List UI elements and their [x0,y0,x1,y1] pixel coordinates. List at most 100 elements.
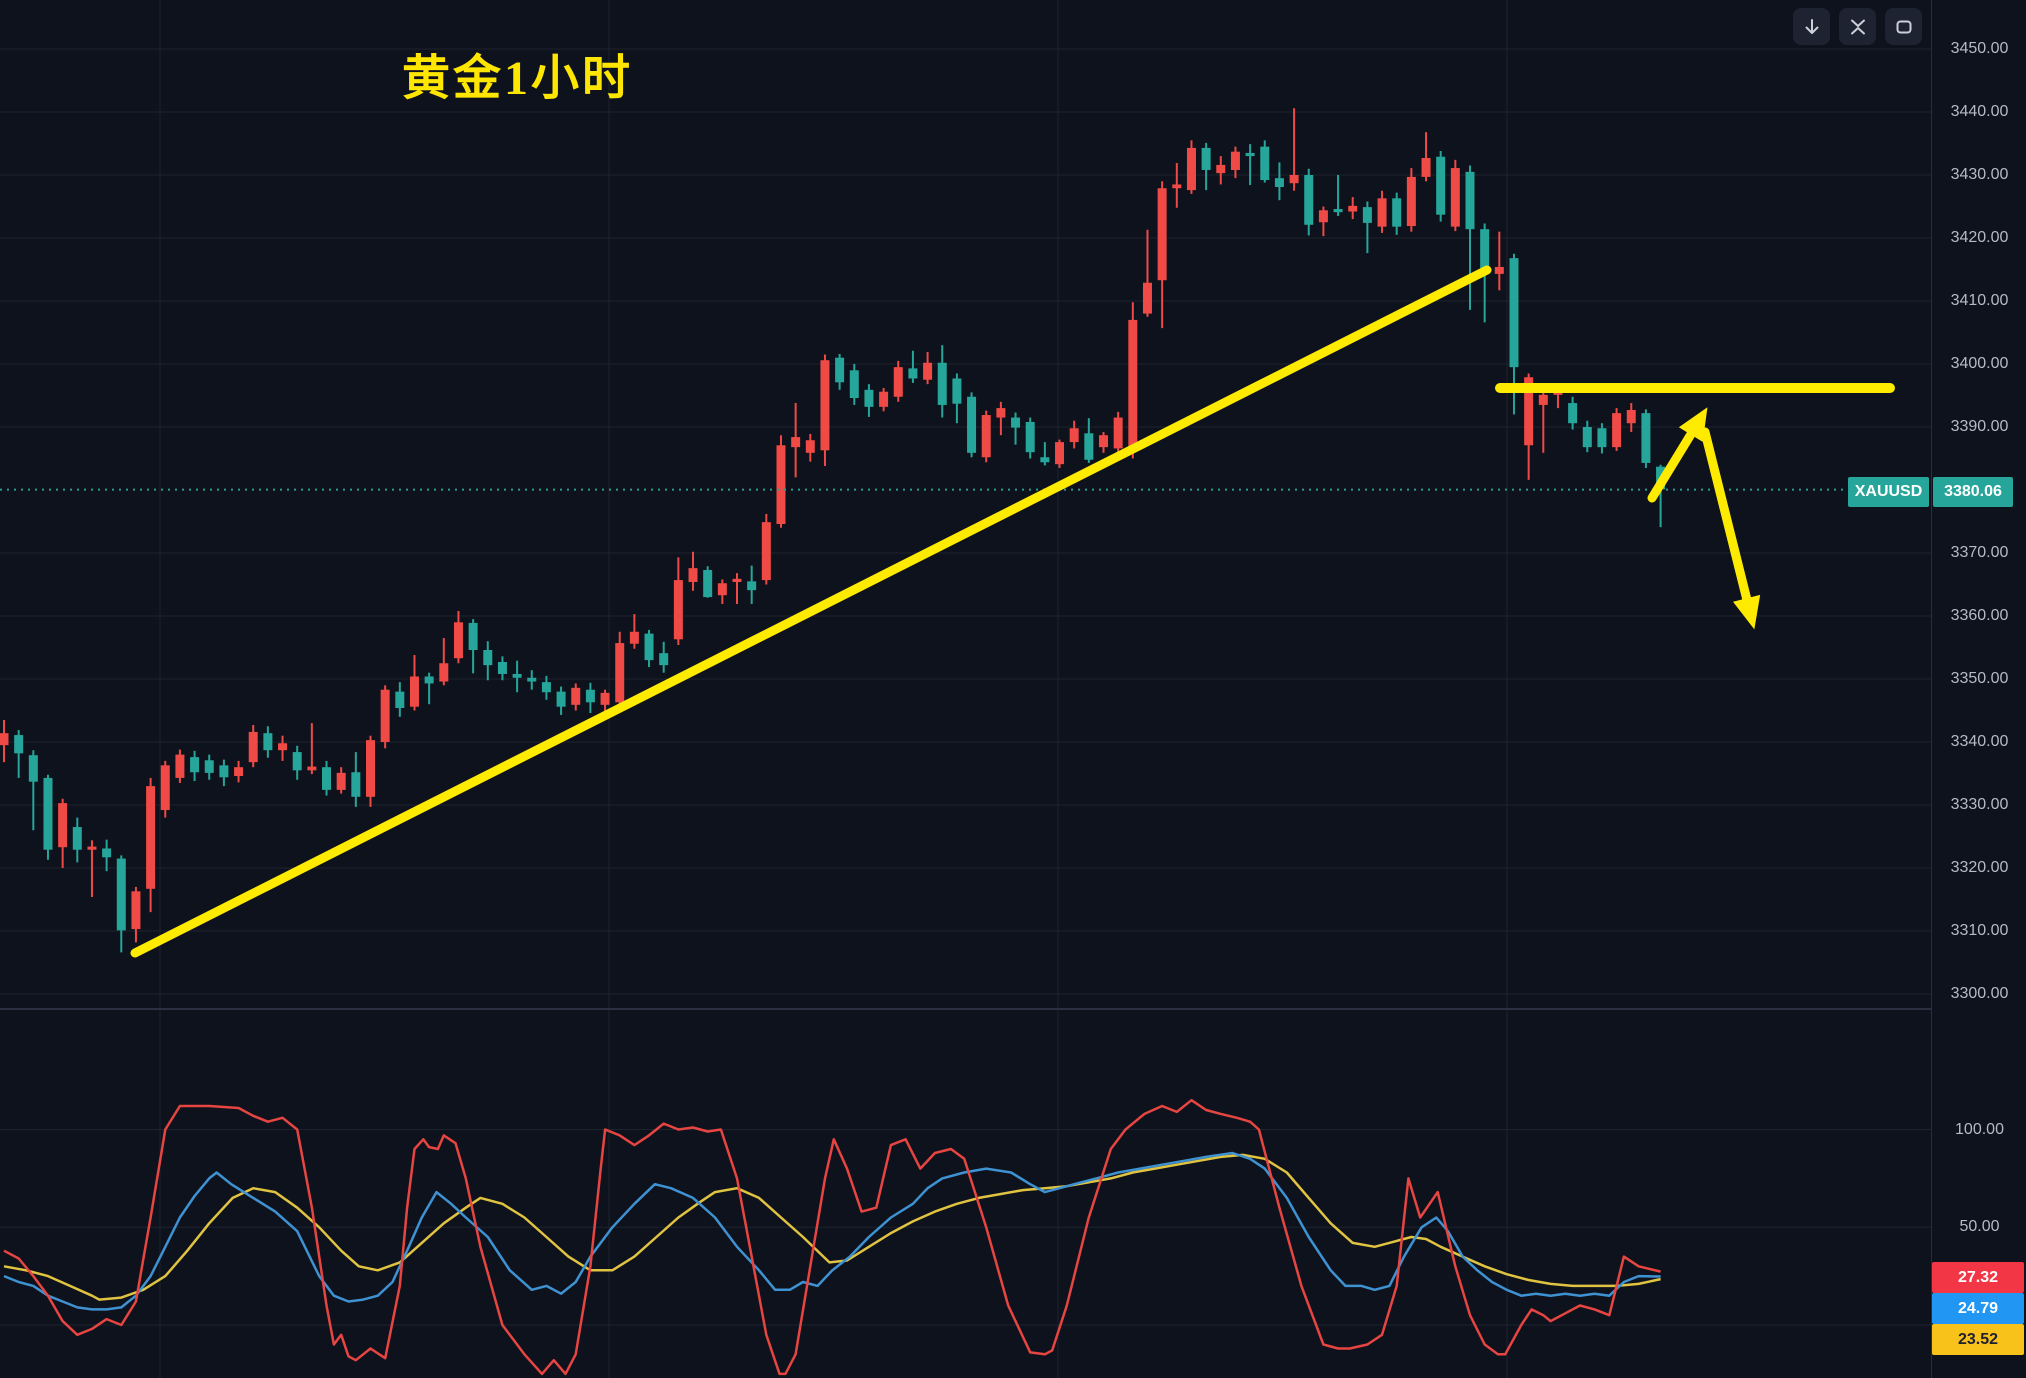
indicator-value-badge: 27.32 [1932,1262,2024,1293]
candle-body [453,622,463,659]
price-axis[interactable]: 3450.00 3440.00 3430.00 3420.00 3410.00 3400.… [1931,0,2026,1378]
candle-body [849,370,859,399]
candle-body [322,767,332,790]
collapse-pane-button[interactable] [1839,8,1876,45]
candle-body [805,440,815,453]
candle-body [1304,175,1314,225]
arrow-up-shaft[interactable] [1647,421,1701,503]
candle-body [761,522,771,581]
candle-body [791,437,801,448]
candle-body [776,445,786,525]
price-axis-label: 3350.00 [1950,670,2009,687]
candle-body [87,846,97,850]
fullscreen-icon [1896,20,1911,33]
price-axis-label: 3310.00 [1950,922,2009,939]
indicator-value-badge: 24.79 [1932,1293,2024,1324]
candle-body [1025,421,1035,453]
price-axis-label: 3400.00 [1950,355,2009,372]
candle-body [160,765,170,811]
candle-body [967,396,977,453]
candle-body [541,682,551,693]
price-axis-label: 3390.00 [1950,418,2009,435]
candle-body [1333,209,1343,213]
candle-body [864,389,874,407]
candle-body [1216,164,1226,174]
candle-body [1230,151,1240,170]
candle-body [1274,178,1284,187]
candle-body [307,766,317,771]
candle-body [483,650,493,666]
candle-body [644,633,654,661]
scroll-to-recent-button[interactable] [1793,8,1830,45]
candle-body [497,661,507,674]
candle-body [1538,394,1548,405]
price-axis-label: 50.00 [1959,1218,2000,1236]
candle-body [28,755,38,782]
candle-body [351,772,361,797]
candle-body [468,622,478,651]
candle-body [175,754,185,778]
candle-body [1362,207,1372,223]
candle-body [1157,188,1167,281]
candle-body [835,357,845,383]
arrow-up-head[interactable] [1678,407,1708,442]
panel-separator[interactable] [0,1008,1931,1010]
candle-body [409,676,419,707]
candle-body [937,362,947,405]
candle-body [556,691,566,707]
oscillator-line-slow [3,1153,1661,1301]
candle-body [1406,176,1416,227]
candle-body [1582,427,1592,448]
chart-title: 黄金1小时 [402,52,634,105]
candle-body [717,583,727,596]
arrow-down-shaft[interactable] [1700,427,1754,613]
candle-body [1172,184,1182,189]
candle-body [234,767,244,777]
candle-body [1626,409,1636,424]
price-axis-label: 3320.00 [1950,859,2009,876]
candle-body [747,581,757,591]
fullscreen-button[interactable] [1885,8,1922,45]
candle-body [72,827,82,850]
candle-body [571,687,581,705]
candle-body [1011,417,1021,428]
candle-body [1377,198,1387,227]
candle-body [615,643,625,703]
price-axis-label: 3360.00 [1950,607,2009,624]
price-axis-label: 3420.00 [1950,229,2009,246]
symbol-price-label: XAUUSD [1848,477,1929,507]
arrow-down-icon [1805,18,1818,34]
candle-body [1084,433,1094,460]
candle-body [1524,377,1534,446]
price-axis-label: 3440.00 [1950,103,2009,120]
candle-body [1509,258,1519,368]
trendline-annotation[interactable] [130,265,1492,958]
candle-body [996,408,1006,418]
candle-body [1450,168,1460,227]
candle-body [263,733,273,751]
oscillator-line-fast [3,1098,1661,1376]
candle-body [1465,171,1475,230]
price-axis-label: 3410.00 [1950,292,2009,309]
candle-body [380,689,390,742]
candle-body [366,740,375,797]
candle-body [248,731,258,763]
candle-body [820,360,830,451]
price-axis-label: 100.00 [1955,1120,2004,1138]
candle-body [1055,442,1065,465]
candle-body [1348,205,1358,212]
candle-body [1186,147,1196,191]
price-axis-label: 3300.00 [1950,985,2009,1002]
candle-body [585,689,595,703]
candle-body [923,362,933,380]
candle-body [292,752,302,771]
price-axis-label: 3340.00 [1950,733,2009,750]
candle-body [600,692,610,705]
candle-body [146,786,156,889]
arrow-down-head[interactable] [1732,594,1761,630]
candle-body [1142,282,1152,314]
candle-body [424,676,434,684]
candle-body [204,760,214,773]
candle-body [732,578,742,582]
